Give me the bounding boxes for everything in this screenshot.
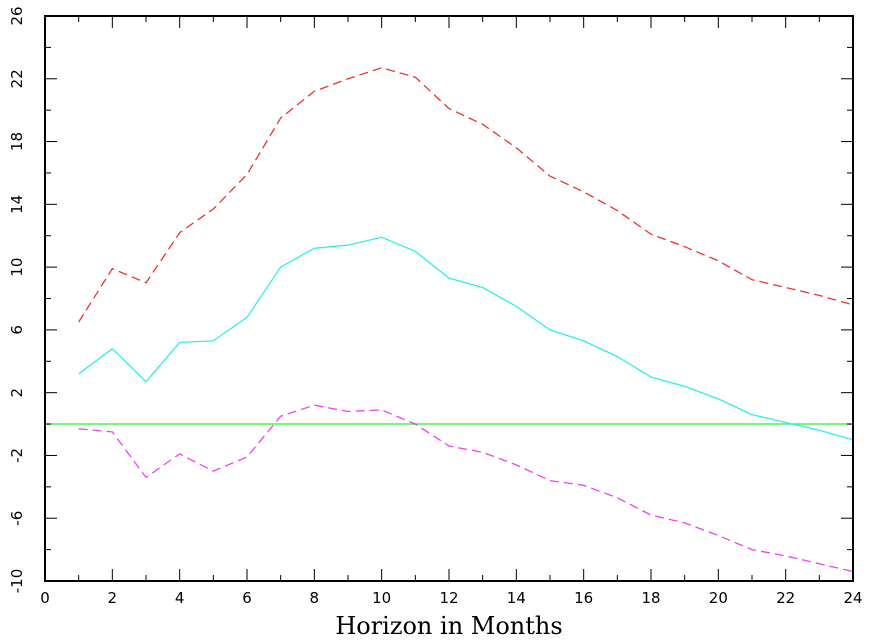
series-line-lower-band	[78, 404, 854, 573]
series-layer	[45, 67, 854, 573]
y-tick-label: 18	[8, 132, 26, 151]
x-tick-label: 16	[574, 589, 593, 607]
x-tick-label: 10	[372, 589, 391, 607]
x-tick-label: 18	[641, 589, 660, 607]
y-tick-label: 10	[8, 258, 26, 277]
y-tick-label: 6	[8, 325, 26, 335]
y-tick-label: 26	[8, 6, 26, 25]
y-tick-label: 2	[8, 388, 26, 398]
x-tick-label: 8	[310, 589, 320, 607]
x-tick-label: 20	[709, 589, 728, 607]
y-tick-label: 22	[8, 69, 26, 88]
series-line-point-estimate	[78, 236, 854, 441]
y-tick-label: -10	[8, 569, 26, 594]
y-tick-label: -2	[8, 448, 26, 463]
y-tick-label: 14	[8, 195, 26, 214]
x-tick-label: 22	[776, 589, 795, 607]
series-line-upper-band	[78, 67, 854, 323]
x-tick-label: 6	[242, 589, 252, 607]
x-tick-label: 2	[108, 589, 118, 607]
x-axis-title: Horizon in Months	[335, 612, 562, 640]
y-tick-label: -6	[8, 511, 26, 526]
x-tick-label: 24	[843, 589, 862, 607]
x-tick-label: 14	[507, 589, 526, 607]
x-tick-label: 4	[175, 589, 185, 607]
x-tick-label: 0	[40, 589, 50, 607]
plot-frame	[44, 15, 854, 582]
x-tick-label: 12	[439, 589, 458, 607]
